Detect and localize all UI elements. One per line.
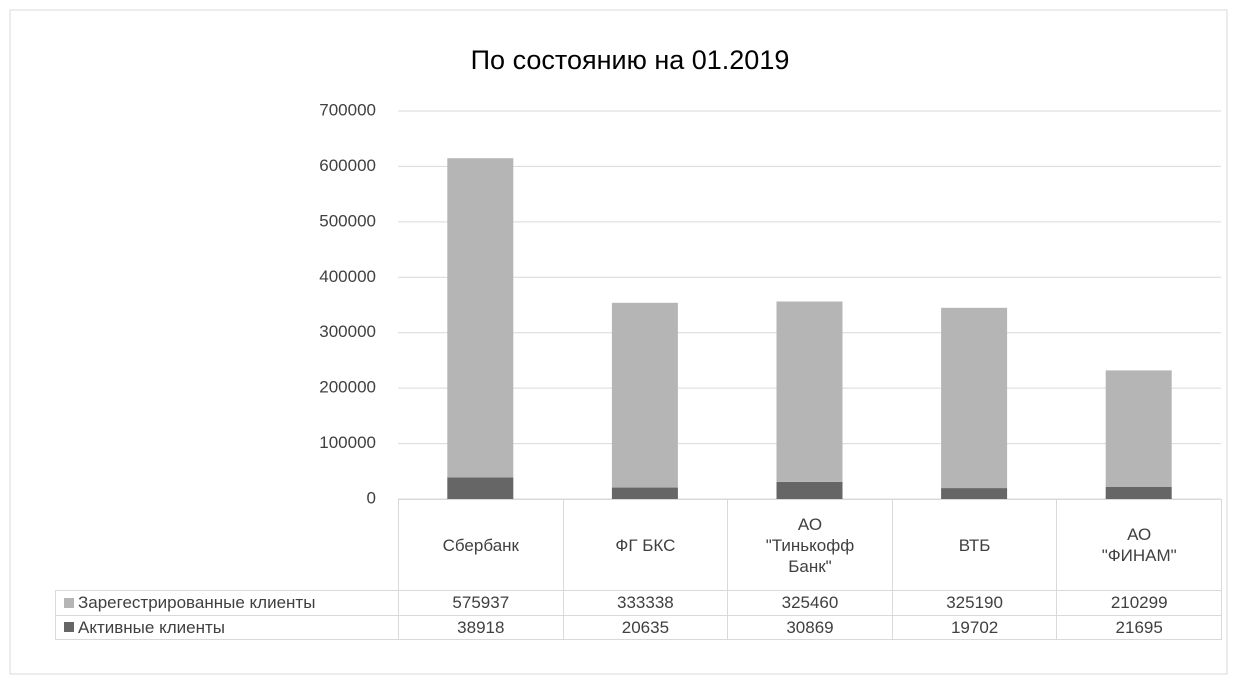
table-value: 38918: [398, 614, 564, 640]
bar: [1105, 370, 1172, 487]
y-tick-label: 100000: [319, 433, 376, 452]
legend-label: Зарегестрированные клиенты: [78, 593, 316, 613]
y-tick-label: 500000: [319, 211, 376, 230]
category-label: ВТБ: [891, 499, 1058, 591]
bar: [776, 481, 843, 499]
bar: [447, 477, 514, 499]
legend-swatch: [64, 622, 74, 633]
bar: [447, 158, 514, 478]
table-value: 575937: [398, 590, 564, 616]
legend-label: Активные клиенты: [78, 617, 225, 637]
category-label: АО "Тинькофф Банк": [727, 499, 893, 591]
table-value: 21695: [1056, 614, 1222, 640]
y-tick-label: 200000: [319, 378, 376, 397]
category-label: ФГ БКС: [562, 499, 729, 591]
table-value: 20635: [562, 614, 729, 640]
table-value: 210299: [1056, 590, 1222, 616]
table-value: 325190: [891, 590, 1058, 616]
legend-swatch: [64, 597, 74, 608]
bar: [776, 301, 843, 482]
y-tick-label: 300000: [319, 322, 376, 341]
category-label: Сбербанк: [398, 499, 564, 591]
table-value: 19702: [891, 614, 1058, 640]
table-value: 333338: [562, 590, 729, 616]
y-tick-label: 700000: [319, 100, 376, 119]
category-label: АО "ФИНАМ": [1056, 499, 1222, 591]
y-tick-label: 0: [367, 488, 376, 507]
table-value: 325460: [727, 590, 893, 616]
bar: [941, 488, 1008, 499]
chart-title: По состоянию на 01.2019: [471, 45, 790, 75]
legend-entry: Зарегестрированные клиенты: [55, 590, 399, 616]
y-tick-label: 400000: [319, 267, 376, 286]
y-tick-label: 600000: [319, 156, 376, 175]
bar: [1105, 486, 1172, 499]
bar: [611, 302, 678, 488]
bar: [941, 307, 1008, 489]
table-value: 30869: [727, 614, 893, 640]
bar: [611, 487, 678, 499]
legend-entry: Активные клиенты: [55, 614, 399, 640]
